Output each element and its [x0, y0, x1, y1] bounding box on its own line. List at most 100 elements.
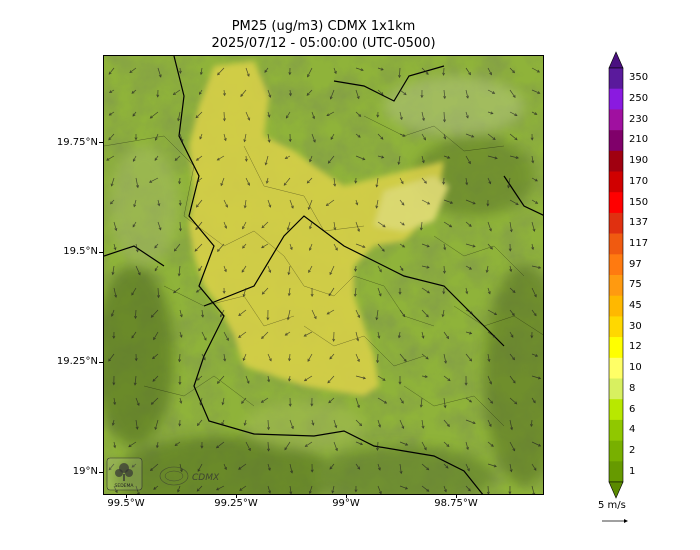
wind-arrow	[262, 287, 269, 295]
wind-arrow	[152, 353, 159, 359]
wind-arrow-head	[490, 111, 494, 115]
wind-arrow-head	[512, 448, 516, 452]
wind-arrow	[531, 353, 538, 357]
wind-arrow-head	[108, 90, 113, 93]
wind-arrow-head	[535, 353, 539, 357]
wind-arrow-head	[223, 358, 227, 362]
wind-arrow	[286, 111, 291, 119]
wind-arrow-head	[468, 223, 472, 227]
wind-arrow-head	[533, 467, 537, 471]
wind-arrow	[443, 419, 450, 427]
wind-arrow	[244, 133, 247, 142]
colorbar-label: 117	[629, 237, 649, 249]
wind-arrow-head	[397, 335, 401, 339]
wind-arrow-head	[515, 156, 519, 159]
wind-arrow	[131, 287, 137, 296]
wind-arrow-head	[238, 466, 242, 470]
state-boundaries	[104, 56, 543, 494]
wind-arrow	[487, 221, 492, 232]
wind-arrow-head	[487, 291, 491, 295]
wind-arrow-head	[492, 137, 496, 141]
y-tick-mark	[99, 472, 103, 473]
wind-arrow-head	[530, 423, 534, 428]
wind-arrow	[465, 221, 472, 227]
x-tick-mark	[456, 495, 457, 498]
wind-arrow-head	[329, 356, 333, 360]
wind-arrow-head	[156, 94, 160, 98]
wind-arrow	[154, 265, 159, 271]
wind-arrow-head	[179, 334, 183, 338]
wind-arrow-head	[177, 489, 180, 493]
wind-arrow	[377, 89, 384, 95]
wind-arrow-head	[134, 315, 138, 320]
wind-arrow	[112, 419, 115, 426]
wind-arrow	[201, 331, 207, 341]
wind-arrow	[443, 353, 447, 364]
wind-arrow-head	[442, 72, 446, 76]
wind-arrow	[355, 265, 357, 272]
wind-arrow	[311, 133, 316, 143]
wind-arrow-head	[490, 443, 494, 447]
wind-arrow-head	[244, 158, 248, 162]
wind-arrow	[243, 287, 247, 297]
wind-arrow-head	[493, 464, 497, 468]
wind-arrow	[327, 375, 335, 384]
wind-arrow	[376, 177, 379, 187]
wind-arrow	[157, 287, 159, 298]
wind-arrow	[289, 89, 292, 96]
wind-arrow	[377, 331, 380, 339]
wind-arrow	[223, 111, 225, 121]
colorbar-label: 30	[629, 320, 642, 332]
wind-arrow-head	[532, 400, 536, 404]
wind-arrow-head	[401, 202, 405, 206]
wind-arrow	[531, 287, 537, 297]
wind-arrow-head	[131, 90, 135, 94]
wind-arrow	[309, 485, 313, 494]
wind-arrow	[465, 331, 472, 334]
wind-arrow-head	[380, 67, 384, 71]
wind-arrow	[261, 221, 269, 228]
wind-arrow-head	[150, 314, 154, 318]
wind-arrow	[222, 397, 225, 405]
wind-arrow	[196, 375, 203, 381]
wind-arrow-head	[309, 226, 312, 230]
wind-arrow	[399, 441, 408, 446]
wind-arrow	[196, 287, 203, 293]
wind-arrow	[377, 463, 381, 471]
wind-arrow-head	[180, 139, 184, 143]
wind-arrow-head	[197, 468, 201, 472]
wind-arrow-head	[327, 380, 331, 384]
wind-arrow-head	[377, 335, 381, 339]
wind-arrow-head	[132, 113, 136, 117]
wind-arrow	[245, 375, 250, 384]
wind-arrow-head	[261, 245, 265, 249]
wind-arrow-head	[449, 224, 453, 228]
wind-arrow-head	[149, 468, 154, 471]
wind-arrow	[354, 287, 357, 297]
wind-arrow-head	[509, 268, 513, 273]
wind-arrow	[443, 155, 450, 159]
wind-arrow-head	[179, 314, 183, 318]
colorbar-label: 250	[629, 93, 649, 105]
wind-arrow-head	[108, 112, 112, 116]
wind-arrow	[399, 243, 405, 248]
wind-arrow	[109, 111, 115, 116]
wind-arrow	[306, 89, 313, 96]
wind-arrow-head	[467, 488, 471, 492]
wind-arrow-head	[378, 424, 382, 428]
wind-arrow-head	[398, 75, 401, 79]
wind-arrow	[377, 375, 386, 381]
wind-arrow-head	[268, 204, 272, 208]
cdmx-logo: CDMX	[159, 466, 220, 486]
wind-arrow	[157, 67, 162, 78]
wind-arrow-head	[157, 295, 161, 299]
wind-arrow	[243, 353, 247, 361]
wind-arrow-head	[195, 289, 200, 293]
wind-arrow	[221, 419, 225, 425]
wind-arrow-head	[441, 314, 445, 318]
wind-arrow-head	[178, 181, 182, 185]
wind-arrow	[421, 353, 429, 360]
wind-arrow	[288, 353, 291, 361]
wind-arrow-head	[287, 358, 291, 362]
wind-arrow-head	[489, 72, 492, 76]
